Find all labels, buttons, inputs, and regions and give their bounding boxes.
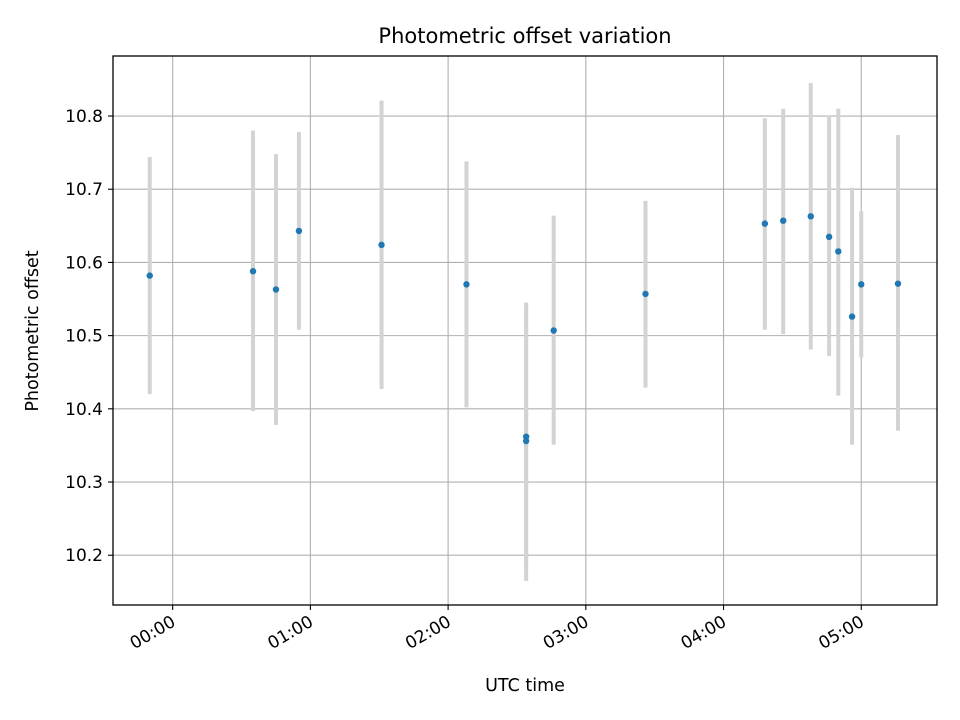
- data-point: [463, 281, 470, 288]
- data-point: [522, 433, 530, 440]
- data-point: [858, 281, 865, 288]
- data-point: [146, 272, 153, 279]
- y-axis-ticks: 10.2 10.3 10.4 10.5 10.6 10.7 10.8: [65, 107, 113, 566]
- data-points: [146, 213, 902, 445]
- y-tick-label: 10.7: [65, 180, 103, 200]
- data-point: [272, 286, 280, 293]
- data-point: [894, 280, 902, 287]
- plot-frame: [112, 55, 938, 606]
- y-tick-label: 10.2: [65, 546, 103, 566]
- data-point: [249, 268, 257, 275]
- y-axis-label: Photometric offset: [23, 250, 43, 411]
- data-point: [550, 327, 557, 334]
- data-point: [825, 233, 833, 241]
- data-point: [295, 227, 303, 235]
- chart-title: Photometric offset variation: [378, 24, 671, 48]
- y-tick-label: 10.5: [65, 327, 103, 347]
- data-point: [642, 290, 649, 298]
- data-point: [780, 217, 787, 224]
- data-point: [807, 213, 814, 220]
- data-point: [848, 313, 856, 320]
- data-point: [522, 437, 530, 445]
- y-tick-label: 10.8: [65, 107, 103, 127]
- data-point: [761, 220, 769, 227]
- y-tick-label: 10.6: [65, 253, 103, 273]
- x-axis-label: UTC time: [485, 676, 565, 696]
- data-point: [378, 241, 385, 249]
- y-tick-label: 10.4: [65, 400, 103, 420]
- data-point: [835, 248, 842, 255]
- y-tick-label: 10.3: [65, 473, 103, 493]
